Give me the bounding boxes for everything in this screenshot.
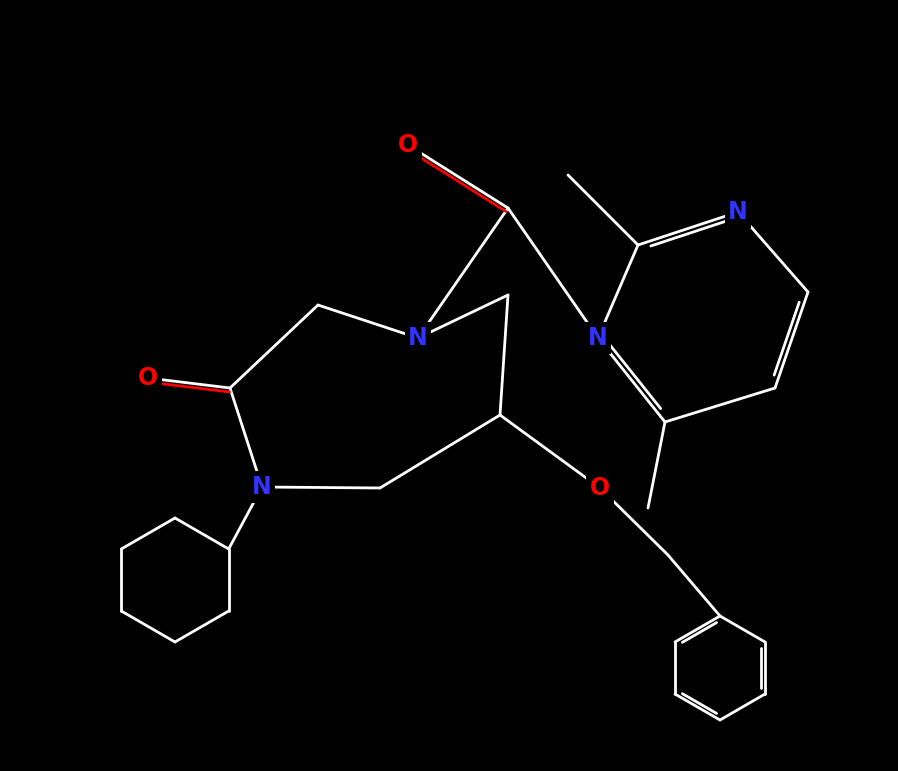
Text: N: N <box>252 475 272 499</box>
Text: O: O <box>398 133 418 157</box>
Text: N: N <box>408 326 427 350</box>
Text: N: N <box>588 326 608 350</box>
Text: O: O <box>590 476 610 500</box>
Text: N: N <box>728 200 748 224</box>
Text: O: O <box>138 366 158 390</box>
